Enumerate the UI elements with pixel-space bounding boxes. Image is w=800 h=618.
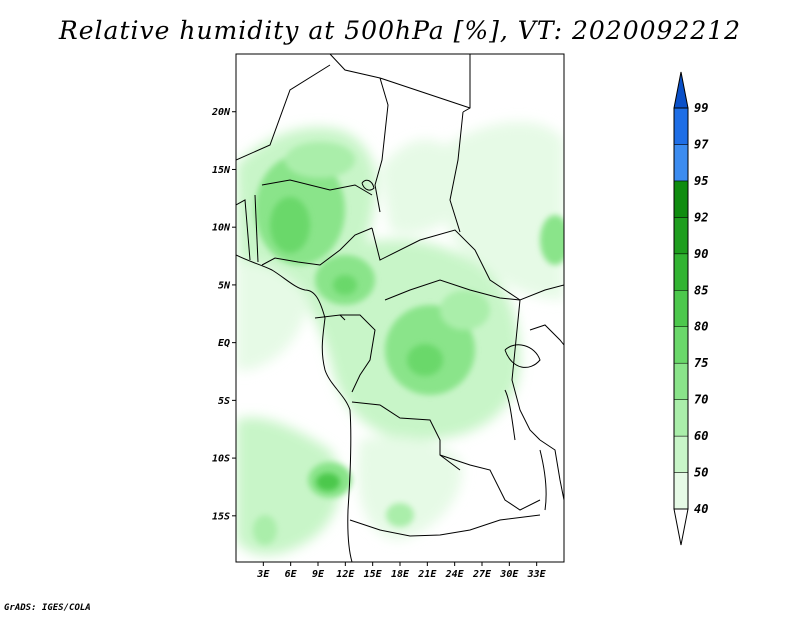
lat-tick-label: 15S (212, 511, 230, 522)
lon-tick-label: 12E (336, 569, 355, 580)
humidity-core-sw (253, 515, 277, 545)
colorbar-upper-arrow (673, 71, 689, 109)
border-sudan-ethiopia (449, 111, 464, 233)
border-togo (254, 194, 259, 263)
border-kenya-uganda (529, 324, 564, 346)
lon-tick-label: 21E (417, 569, 437, 580)
colorbar-segment (673, 435, 689, 473)
lon-tick-label: 33E (527, 569, 547, 580)
lon-tick-label: 24E (445, 569, 465, 580)
lake-tanganyika (504, 389, 516, 441)
humidity-region-gulf (236, 260, 310, 370)
colorbar-segment (673, 253, 689, 291)
lon-tick-label: 27E (472, 569, 492, 580)
lake-chad (361, 179, 375, 191)
lat-tick-label: 20N (211, 107, 231, 118)
border-libya-egypt (462, 54, 471, 113)
humidity-peak-angola (316, 473, 340, 491)
humidity-region-east (440, 121, 564, 301)
colorbar-label: 80 (694, 320, 708, 334)
border-ghana (236, 199, 251, 261)
humidity-shading (236, 121, 564, 555)
lat-tick-label: 15N (212, 165, 231, 176)
longitude-axis: 3E 6E 9E 12E 15E 18E 21E 24E 27E 30E 33E (256, 562, 547, 580)
border-congo (340, 314, 376, 393)
border-drc-north (384, 279, 521, 301)
colorbar-label: 50 (694, 466, 708, 480)
lon-tick-label: 30E (499, 569, 519, 580)
border-chad-libya (329, 54, 381, 79)
latitude-axis: 20N 15N 10N 5N EQ 5S 10S 15S (211, 107, 236, 522)
map-title: Relative humidity at 500hPa [%], VT: 202… (58, 16, 742, 45)
lat-tick-label: 5N (218, 280, 231, 291)
humidity-core-north (285, 142, 355, 178)
colorbar-segment (673, 326, 689, 364)
country-boundaries (236, 54, 564, 562)
colorbar-segment (673, 180, 689, 218)
lat-tick-label: 5S (218, 396, 230, 407)
colorbar-outline (673, 107, 689, 510)
border-tanzania (539, 439, 564, 501)
colorbar-segment (673, 399, 689, 437)
coastline-west-africa (236, 254, 353, 562)
border-chad-sudan (374, 77, 389, 213)
colorbar-label: 97 (694, 137, 709, 151)
humidity-peak-nigeria (270, 197, 310, 253)
humidity-region-south (357, 436, 462, 540)
humidity-peak-congo (407, 344, 443, 376)
colorbar-label: 75 (694, 356, 708, 370)
colorbar-label: 90 (694, 247, 708, 261)
grads-credit: GrADS: IGES/COLA (4, 603, 91, 613)
border-nigeria-north (261, 179, 373, 196)
lat-tick-label: 10N (212, 223, 231, 234)
colorbar-label: 70 (694, 393, 708, 407)
humidity-peak-cameroon (333, 275, 357, 295)
lake-malawi (539, 449, 547, 511)
border-car (371, 227, 564, 301)
border-sudan-north (379, 77, 471, 109)
colorbar-segment (673, 472, 689, 510)
colorbar-label: 40 (694, 502, 708, 516)
colorbar-segment (673, 362, 689, 400)
border-nigeria-cameroon (261, 227, 373, 266)
humidity-core-zambia (386, 503, 414, 527)
humidity-core-drc-east (440, 290, 490, 330)
colorbar-label: 60 (694, 429, 708, 443)
border-drc-east (511, 299, 541, 441)
colorbar-segment (673, 144, 689, 182)
colorbar: 40 50 60 70 75 80 85 90 92 95 97 99 (673, 71, 709, 546)
colorbar-segment (673, 217, 689, 255)
colorbar-label: 95 (694, 174, 708, 188)
lon-tick-label: 6E (285, 569, 298, 580)
colorbar-segment (673, 107, 689, 145)
lon-tick-label: 18E (391, 569, 410, 580)
lat-tick-label: EQ (218, 338, 230, 349)
humidity-core-east (540, 215, 564, 265)
colorbar-lower-arrow (673, 508, 689, 546)
colorbar-label: 92 (694, 210, 708, 224)
lon-tick-label: 3E (256, 569, 270, 580)
border-niger-chad (236, 64, 331, 161)
border-gabon-cameroon (314, 314, 346, 321)
lon-tick-label: 9E (312, 569, 325, 580)
lat-tick-label: 10S (212, 454, 230, 465)
border-angola-zambia (349, 514, 541, 537)
colorbar-label: 85 (694, 283, 708, 297)
colorbar-segment (673, 290, 689, 327)
border-zambia (439, 454, 541, 511)
lake-victoria (504, 344, 541, 368)
lon-tick-label: 15E (364, 569, 383, 580)
colorbar-label: 99 (694, 101, 708, 115)
